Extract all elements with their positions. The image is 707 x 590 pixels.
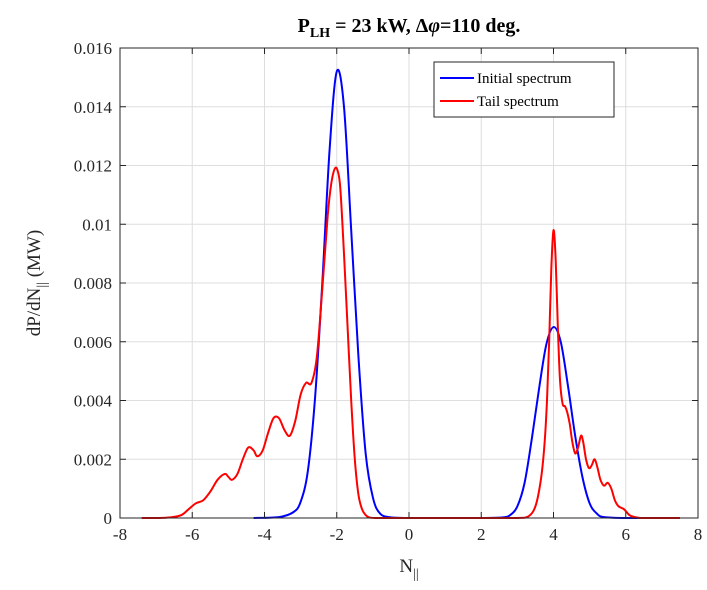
- x-tick-label: -4: [257, 525, 272, 544]
- x-tick-label: 2: [477, 525, 486, 544]
- y-tick-label: 0: [104, 509, 113, 528]
- y-tick-label: 0.016: [74, 39, 112, 58]
- x-tick-label: 0: [405, 525, 414, 544]
- legend: Initial spectrum Tail spectrum: [433, 61, 615, 118]
- y-axis-label: dP/dN|| (MW): [24, 230, 50, 336]
- legend-box: [433, 61, 615, 118]
- y-tick-label: 0.002: [74, 450, 112, 469]
- y-tick-label: 0.006: [74, 333, 112, 352]
- title-phi: φ: [428, 15, 440, 37]
- series-line-tail-spectrum: [141, 166, 680, 519]
- legend-label-tail-spectrum: Tail spectrum: [477, 94, 559, 110]
- y-axis-label-subscript: ||: [35, 282, 50, 288]
- y-tick-label: 0.014: [74, 98, 113, 117]
- legend-label-initial-spectrum: Initial spectrum: [477, 71, 572, 87]
- x-tick-label: 4: [549, 525, 558, 544]
- y-axis-label-main: dP/dN: [24, 287, 45, 336]
- title-suffix: =110 deg.: [440, 15, 520, 37]
- title-prefix: P: [298, 15, 310, 37]
- y-tick-label: 0.012: [74, 157, 112, 176]
- title-delta: Δ: [416, 15, 429, 37]
- y-tick-label: 0.004: [74, 392, 113, 411]
- series-layer: [141, 68, 680, 519]
- x-axis-label-main: N: [399, 556, 413, 577]
- grid: [119, 47, 699, 519]
- title-middle: = 23 kW,: [330, 15, 416, 37]
- x-tick-label: -2: [330, 525, 344, 544]
- x-tick-label: 6: [622, 525, 631, 544]
- series-line-initial-spectrum: [253, 68, 680, 519]
- x-tick-label: 8: [694, 525, 703, 544]
- y-tick-label: 0.008: [74, 274, 112, 293]
- x-axis-label-subscript: ||: [413, 567, 419, 582]
- chart-title: PLH = 23 kW, Δφ=110 deg.: [298, 15, 521, 41]
- x-axis-label: N||: [399, 556, 418, 582]
- x-tick-label: -6: [185, 525, 199, 544]
- title-subscript: LH: [310, 26, 330, 41]
- x-tick-label: -8: [113, 525, 127, 544]
- y-axis-label-unit: (MW): [24, 230, 45, 282]
- y-tick-label: 0.01: [82, 215, 112, 234]
- ticks: -8 -6 -4 -2 0 2 4 6 8 0 0.002 0.004 0.006 0.008 0.01 0.…: [74, 39, 703, 544]
